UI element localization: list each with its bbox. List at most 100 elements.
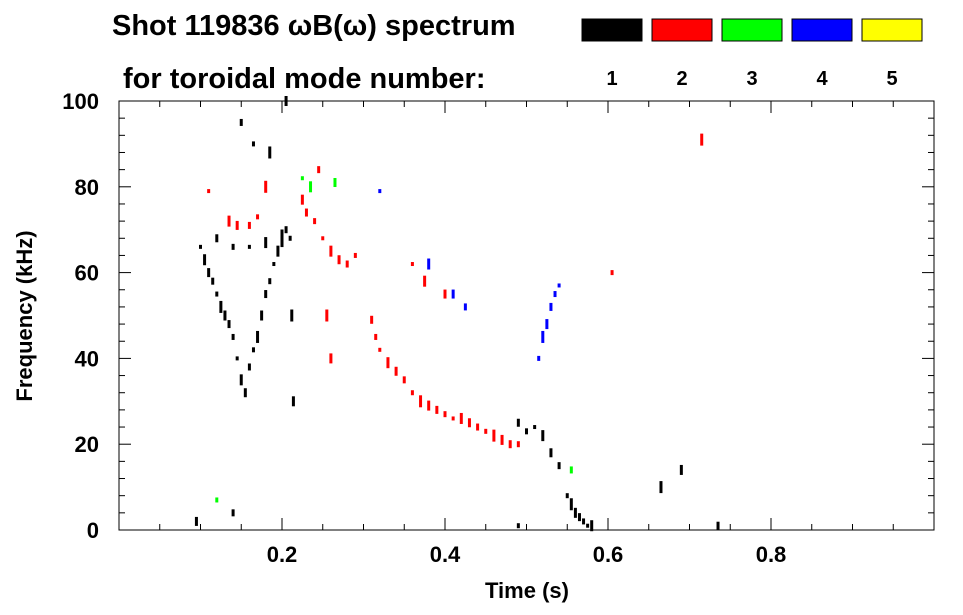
data-point-n=2 [247,221,251,229]
data-point-n=2 [419,395,423,408]
data-point-n=2 [700,133,704,146]
data-point-n=1 [235,356,239,361]
data-point-n=2 [443,411,447,418]
data-point-n=1 [207,268,211,278]
data-point-n=1 [211,277,215,285]
data-point-n=1 [227,320,231,329]
data-point-n=1 [260,310,264,321]
legend-label-5: 5 [886,68,897,90]
data-point-n=1 [231,333,235,340]
data-point-n=2 [427,400,431,411]
data-point-n=2 [370,315,374,324]
data-point-n=2 [300,194,304,205]
data-point-n=1 [219,300,223,313]
data-point-n=1 [516,418,520,427]
data-point-n=2 [410,262,414,267]
data-point-n=2 [325,309,329,322]
data-point-n=1 [280,229,284,239]
data-point-n=2 [394,366,398,376]
data-point-n=2 [610,270,614,276]
data-point-n=1 [243,388,247,398]
data-point-n=2 [508,440,512,449]
data-point-n=2 [264,180,268,193]
data-point-n=1 [679,464,683,475]
data-point-n=4 [427,258,431,270]
data-point-n=1 [516,523,520,529]
data-point-n=1 [264,237,268,249]
data-point-n=1 [533,425,537,430]
data-point-n=1 [549,448,553,458]
data-point-n=1 [582,518,586,525]
data-point-n=1 [251,347,255,353]
data-point-n=1 [525,428,528,435]
data-point-n=2 [386,357,390,369]
legend-label-2: 2 [676,68,687,90]
data-point-n=2 [304,208,308,217]
data-point-n=1 [288,235,292,241]
data-point-n=1 [557,462,561,470]
data-point-n=2 [374,333,378,340]
data-point-n=2 [484,428,488,434]
data-point-n=1 [199,244,202,249]
data-point-n=2 [207,189,211,194]
data-point-n=2 [317,166,321,174]
data-point-n=2 [321,236,325,241]
y-tick-label: 60 [75,261,99,286]
data-point-n=2 [256,214,260,220]
data-point-n=1 [290,309,294,322]
chart-title-line1: Shot 119836 ωB(ω) spectrum [112,10,516,42]
data-point-n=3 [215,497,219,503]
legend-swatch-3 [721,18,783,42]
y-axis-label: Frequency (kHz) [12,230,37,401]
data-point-n=1 [247,244,251,249]
data-point-n=1 [223,310,227,321]
legend: 1 2 3 4 5 [581,18,923,90]
data-point-n=4 [378,189,382,194]
data-point-n=2 [492,429,496,442]
data-point-n=2 [227,215,231,227]
data-point-n=1 [194,516,198,526]
data-point-n=4 [451,289,455,299]
data-point-n=1 [251,141,255,147]
data-point-n=2 [459,412,463,424]
legend-label-1: 1 [606,68,617,90]
legend-swatch-5 [861,18,923,42]
x-tick-label: 0.6 [593,542,624,567]
data-point-n=4 [557,283,561,288]
data-point-n=2 [345,260,349,268]
data-point-n=4 [549,302,553,311]
legend-label-3: 3 [746,68,757,90]
data-point-n=1 [268,278,272,285]
data-point-n=1 [716,521,720,530]
data-point-n=1 [284,226,288,234]
axes-layer: 0 20 40 60 80 100 0.2 0.4 0.6 0.8 [62,89,934,567]
data-point-n=2 [337,255,341,265]
data-point-n=2 [410,390,414,396]
y-tick-label: 0 [87,518,99,543]
data-point-n=1 [590,520,594,532]
data-point-n=2 [423,275,427,287]
data-point-n=2 [476,423,480,431]
y-tick-label: 100 [62,89,99,114]
data-point-n=1 [231,243,235,250]
data-point-n=4 [553,291,557,298]
data-point-n=4 [463,303,467,311]
data-point-n=1 [659,481,663,494]
data-point-n=1 [231,509,235,517]
data-point-n=1 [239,118,243,126]
data-point-n=3 [309,181,313,193]
data-point-n=2 [313,218,317,225]
legend-swatch-2 [651,18,713,42]
data-point-n=1 [291,396,295,407]
data-point-n=2 [467,418,471,428]
data-point-n=1 [268,146,272,159]
data-point-n=1 [541,430,545,442]
data-layer [194,96,720,532]
data-point-n=1 [272,262,276,267]
data-point-n=2 [435,405,439,414]
data-point-n=2 [235,220,239,230]
data-point-n=4 [545,319,549,330]
data-point-n=2 [500,434,504,445]
y-tick-label: 40 [75,346,99,371]
